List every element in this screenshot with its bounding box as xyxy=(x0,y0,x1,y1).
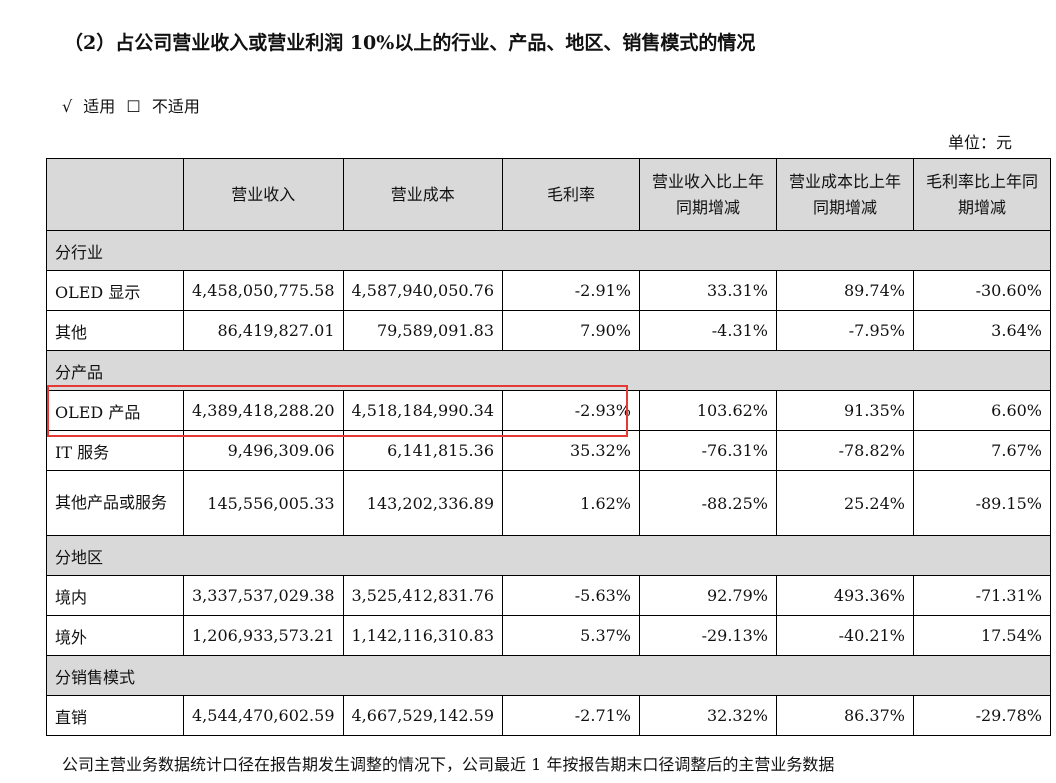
gross-margin-cell: -2.71% xyxy=(502,695,640,736)
revenue-cell: 4,458,050,775.58 xyxy=(183,270,344,311)
cost-cell: 79,589,091.83 xyxy=(342,310,503,351)
revenue-change-cell: 32.32% xyxy=(639,695,777,736)
revenue-change-cell: 103.62% xyxy=(639,390,777,431)
table-row: 境外 1,206,933,573.21 1,142,116,310.83 5.3… xyxy=(46,615,1051,656)
table-row: 其他产品或服务 145,556,005.33 143,202,336.89 1.… xyxy=(46,470,1051,536)
section-row-industry: 分行业 xyxy=(46,230,1051,271)
gross-margin-cell: 5.37% xyxy=(502,615,640,656)
cost-cell: 4,518,184,990.34 xyxy=(342,390,503,431)
revenue-change-cell: -76.31% xyxy=(639,430,777,471)
section-row-product: 分产品 xyxy=(46,350,1051,391)
business-breakdown-table: 营业收入 营业成本 毛利率 营业收入比上年同期增减 营业成本比上年同期增减 毛利… xyxy=(46,158,1051,736)
table-row: OLED 产品 4,389,418,288.20 4,518,184,990.3… xyxy=(46,390,1051,431)
gross-margin-cell: 1.62% xyxy=(502,470,640,536)
revenue-cell: 1,206,933,573.21 xyxy=(183,615,344,656)
table-row: 境内 3,337,537,029.38 3,525,412,831.76 -5.… xyxy=(46,575,1051,616)
section-title: 分产品 xyxy=(46,350,1051,391)
applicable-label: 适用 xyxy=(83,97,116,116)
margin-change-cell: 17.54% xyxy=(913,615,1051,656)
margin-change-cell: 7.67% xyxy=(913,430,1051,471)
checkmark-icon: √ xyxy=(62,97,73,116)
section-row-sales-mode: 分销售模式 xyxy=(46,655,1051,696)
not-applicable-label: 不适用 xyxy=(151,97,200,116)
margin-change-cell: -30.60% xyxy=(913,270,1051,311)
section-row-region: 分地区 xyxy=(46,535,1051,576)
header-cell-blank xyxy=(46,158,184,231)
revenue-change-cell: 92.79% xyxy=(639,575,777,616)
header-cell-cost: 营业成本 xyxy=(342,158,503,231)
revenue-cell: 3,337,537,029.38 xyxy=(183,575,344,616)
table-row: OLED 显示 4,458,050,775.58 4,587,940,050.7… xyxy=(46,270,1051,311)
table-row: 其他 86,419,827.01 79,589,091.83 7.90% -4.… xyxy=(46,310,1051,351)
row-label: 其他 xyxy=(46,310,184,351)
row-label: 境外 xyxy=(46,615,184,656)
revenue-change-cell: -88.25% xyxy=(639,470,777,536)
row-label: 境内 xyxy=(46,575,184,616)
row-label: OLED 产品 xyxy=(46,390,184,431)
section-title: 分行业 xyxy=(46,230,1051,271)
gross-margin-cell: -2.91% xyxy=(502,270,640,311)
table-row: IT 服务 9,496,309.06 6,141,815.36 35.32% -… xyxy=(46,430,1051,471)
unit-label: 单位：元 xyxy=(948,133,1013,152)
cost-cell: 4,587,940,050.76 xyxy=(342,270,503,311)
table-row: 直销 4,544,470,602.59 4,667,529,142.59 -2.… xyxy=(46,695,1051,736)
footnote-text: 公司主营业务数据统计口径在报告期发生调整的情况下，公司最近 1 年按报告期末口径… xyxy=(62,755,835,774)
revenue-cell: 145,556,005.33 xyxy=(183,470,344,536)
header-cell-gross-margin: 毛利率 xyxy=(502,158,640,231)
section-heading: （2）占公司营业收入或营业利润 10%以上的行业、产品、地区、销售模式的情况 xyxy=(64,32,756,54)
cost-cell: 3,525,412,831.76 xyxy=(342,575,503,616)
revenue-cell: 86,419,827.01 xyxy=(183,310,344,351)
empty-checkbox-icon: ☐ xyxy=(126,97,141,116)
row-label: IT 服务 xyxy=(46,430,184,471)
row-label: OLED 显示 xyxy=(46,270,184,311)
margin-change-cell: -29.78% xyxy=(913,695,1051,736)
gross-margin-cell: -2.93% xyxy=(502,390,640,431)
header-cell-revenue: 营业收入 xyxy=(183,158,344,231)
revenue-change-cell: -29.13% xyxy=(639,615,777,656)
cost-cell: 4,667,529,142.59 xyxy=(342,695,503,736)
revenue-cell: 4,544,470,602.59 xyxy=(183,695,344,736)
cost-change-cell: 86.37% xyxy=(776,695,914,736)
revenue-change-cell: -4.31% xyxy=(639,310,777,351)
table-header-row: 营业收入 营业成本 毛利率 营业收入比上年同期增减 营业成本比上年同期增减 毛利… xyxy=(46,158,1051,231)
cost-change-cell: -7.95% xyxy=(776,310,914,351)
margin-change-cell: 3.64% xyxy=(913,310,1051,351)
cost-change-cell: 91.35% xyxy=(776,390,914,431)
cost-change-cell: 25.24% xyxy=(776,470,914,536)
header-cell-cost-change: 营业成本比上年同期增减 xyxy=(776,158,914,231)
revenue-cell: 9,496,309.06 xyxy=(183,430,344,471)
section-title: 分销售模式 xyxy=(46,655,1051,696)
cost-cell: 6,141,815.36 xyxy=(342,430,503,471)
row-label: 直销 xyxy=(46,695,184,736)
header-cell-margin-change: 毛利率比上年同期增减 xyxy=(913,158,1051,231)
margin-change-cell: -71.31% xyxy=(913,575,1051,616)
section-title: 分地区 xyxy=(46,535,1051,576)
header-cell-revenue-change: 营业收入比上年同期增减 xyxy=(639,158,777,231)
cost-cell: 1,142,116,310.83 xyxy=(342,615,503,656)
revenue-cell: 4,389,418,288.20 xyxy=(183,390,344,431)
applicability-options: √ 适用 ☐ 不适用 xyxy=(62,93,206,117)
gross-margin-cell: -5.63% xyxy=(502,575,640,616)
cost-change-cell: -40.21% xyxy=(776,615,914,656)
cost-change-cell: -78.82% xyxy=(776,430,914,471)
cost-change-cell: 493.36% xyxy=(776,575,914,616)
revenue-change-cell: 33.31% xyxy=(639,270,777,311)
margin-change-cell: 6.60% xyxy=(913,390,1051,431)
cost-cell: 143,202,336.89 xyxy=(342,470,503,536)
row-label: 其他产品或服务 xyxy=(46,470,184,536)
cost-change-cell: 89.74% xyxy=(776,270,914,311)
gross-margin-cell: 35.32% xyxy=(502,430,640,471)
margin-change-cell: -89.15% xyxy=(913,470,1051,536)
gross-margin-cell: 7.90% xyxy=(502,310,640,351)
